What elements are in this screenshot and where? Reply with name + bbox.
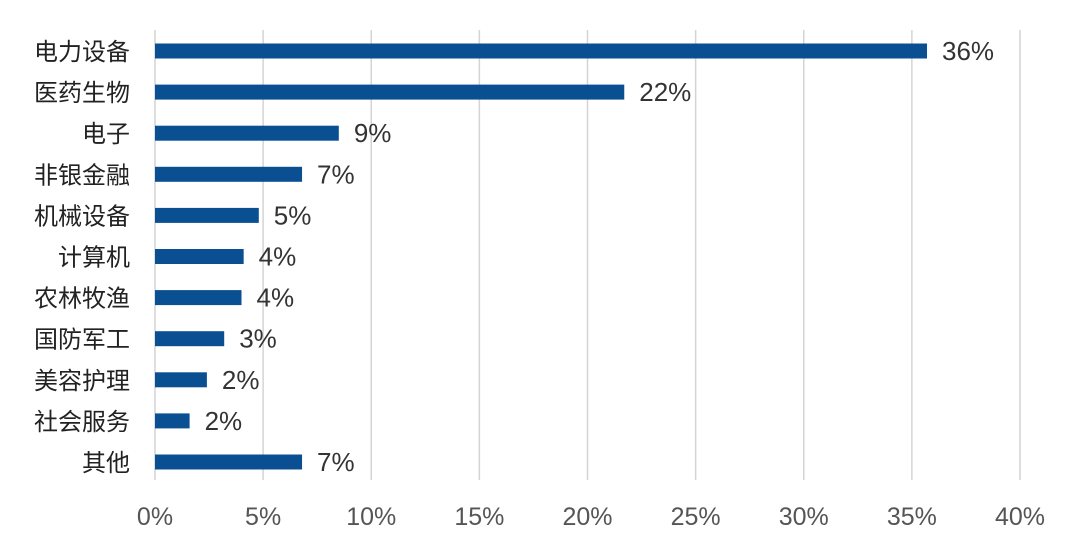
category-label: 非银金融 (34, 161, 130, 189)
bars (155, 43, 928, 470)
x-tick-label: 15% (454, 503, 504, 531)
x-tick-label: 35% (887, 503, 937, 531)
value-axis: 0% 5% 10% 15% 20% 25% 30% 35% 40% (137, 503, 1045, 531)
category-label: 其他 (82, 449, 130, 477)
data-label: 7% (317, 447, 355, 477)
x-tick-label: 40% (995, 503, 1045, 531)
data-labels: 36%22%9%7%5%4%4%3%2%2%7% (205, 36, 994, 477)
x-tick-label: 20% (562, 503, 612, 531)
data-label: 2% (222, 365, 260, 395)
data-label: 22% (639, 77, 691, 107)
category-label: 机械设备 (34, 202, 130, 230)
bar (155, 454, 303, 470)
bar (155, 43, 928, 59)
bar (155, 249, 244, 264)
x-tick-label: 25% (671, 503, 721, 531)
category-label: 电力设备 (34, 38, 130, 66)
x-tick-label: 10% (346, 503, 396, 531)
data-label: 4% (257, 283, 295, 313)
bar (155, 166, 303, 182)
category-label: 社会服务 (34, 408, 130, 436)
data-label: 5% (274, 200, 312, 230)
category-label: 计算机 (58, 244, 130, 272)
data-label: 4% (259, 242, 297, 272)
category-label: 国防军工 (34, 326, 130, 354)
bar (155, 413, 190, 429)
x-tick-label: 5% (245, 503, 281, 531)
x-tick-label: 30% (779, 503, 829, 531)
bar (155, 84, 625, 100)
bar (155, 207, 259, 223)
data-label: 7% (317, 159, 355, 189)
category-label: 医药生物 (34, 79, 130, 107)
bar (155, 331, 225, 347)
bar (155, 290, 242, 306)
data-label: 36% (942, 36, 994, 66)
category-label: 美容护理 (34, 367, 130, 395)
gridlines (154, 30, 1021, 480)
bar (155, 125, 339, 141)
data-label: 2% (205, 406, 243, 436)
data-label: 3% (239, 324, 277, 354)
bar (155, 372, 207, 388)
category-label: 农林牧渔 (34, 285, 130, 313)
category-label: 电子 (82, 120, 130, 148)
x-tick-label: 0% (137, 503, 173, 531)
data-label: 9% (354, 118, 392, 148)
